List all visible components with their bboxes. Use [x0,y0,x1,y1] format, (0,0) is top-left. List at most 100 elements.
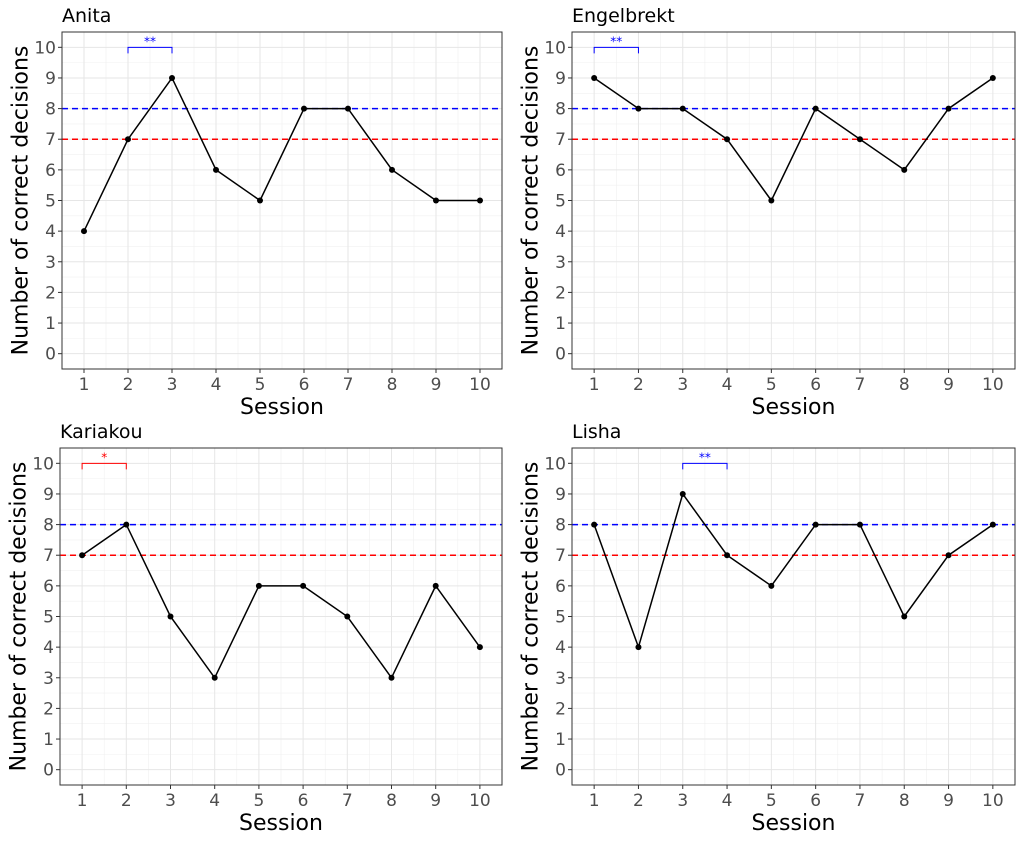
x-tick-label: 2 [121,791,132,811]
significance-bracket [127,46,173,54]
x-axis-title: Session [752,395,836,420]
y-tick-label: 8 [43,516,54,536]
x-tick-label: 2 [633,791,644,811]
x-tick-label: 10 [982,791,1004,811]
x-tick-label: 2 [633,375,644,395]
x-tick-label: 8 [386,791,397,811]
x-tick-label: 7 [343,375,354,395]
y-tick-label: 10 [544,38,566,58]
data-point [167,613,174,620]
data-point [635,644,642,651]
y-tick-label: 5 [555,192,566,212]
x-tick-label: 9 [943,375,954,395]
x-tick-label: 8 [899,791,910,811]
x-tick-label: 5 [766,375,777,395]
panel-3: * 0 1 2 3 4 5 6 7 8 9 10 1 2 3 4 5 6 7 8 9 10 Session Number of… [7,421,503,836]
data-point [79,552,86,559]
series-line [83,76,480,232]
x-tick-label: 6 [299,375,310,395]
y-tick-label: 4 [45,222,56,242]
x-axis-title: Session [239,811,323,836]
y-tick-label: 0 [45,345,56,365]
x-tick-label: 3 [677,791,688,811]
y-tick-label: 3 [45,253,56,273]
x-tick-label: 1 [79,375,90,395]
panel-4: ** 0 1 2 3 4 5 6 7 8 9 10 1 2 3 4 5 6 7 8 9 10 Session Number o… [519,421,1016,836]
data-point [125,136,131,143]
y-tick-label: 2 [555,699,566,719]
y-tick-label: 3 [43,669,54,689]
x-tick-label: 6 [298,791,309,811]
significance-bracket [81,462,127,470]
panel-title: Anita [62,5,111,27]
data-point [989,521,996,528]
data-point [856,521,863,528]
data-point [123,521,130,528]
data-point [679,105,686,112]
y-tick-label: 7 [555,546,566,566]
x-tick-label: 1 [589,791,600,811]
y-tick-label: 9 [45,69,56,89]
x-tick-label: 7 [855,375,866,395]
x-tick-label: 9 [943,791,954,811]
data-point [591,74,598,81]
x-tick-label: 4 [722,375,733,395]
y-tick-label: 4 [43,638,54,658]
x-tick-label: 4 [722,791,733,811]
data-point [169,74,175,81]
significance-label: ** [144,34,156,48]
y-axis-title: Number of correct decisions [519,462,544,772]
y-tick-label: 1 [45,314,56,334]
data-point [812,105,819,112]
x-axis-title: Session [240,395,324,420]
x-tick-label: 10 [469,375,491,395]
x-tick-label: 5 [255,375,266,395]
y-tick-label: 10 [34,38,56,58]
panel-1: ** 0 1 2 3 4 5 6 7 8 9 10 1 2 3 4 5 6 7 8 9 10 Session Number o… [9,5,503,420]
x-tick-label: 1 [589,375,600,395]
panel-title: Lisha [572,421,621,443]
y-tick-label: 5 [555,608,566,628]
significance-bracket [593,46,639,54]
y-tick-label: 1 [555,730,566,750]
panel-2: ** 0 1 2 3 4 5 6 7 8 9 10 1 2 3 4 5 6 7 8 9 10 Session Number o… [519,5,1016,420]
y-tick-label: 8 [45,100,56,120]
data-point [856,136,863,143]
x-tick-label: 7 [342,791,353,811]
y-tick-label: 7 [43,546,54,566]
y-tick-label: 3 [555,669,566,689]
x-tick-label: 7 [855,791,866,811]
x-tick-label: 10 [469,791,491,811]
data-point [211,674,218,681]
y-tick-label: 6 [43,577,54,597]
y-tick-label: 6 [45,161,56,181]
data-point [768,197,775,204]
x-tick-label: 1 [77,791,88,811]
x-tick-label: 9 [431,375,442,395]
y-tick-label: 10 [32,454,54,474]
x-tick-label: 8 [899,375,910,395]
significance-label: ** [699,450,711,464]
x-tick-label: 8 [387,375,398,395]
panel-title: Kariakou [60,421,143,443]
x-tick-label: 4 [209,791,220,811]
data-point [344,613,351,620]
y-axis-title: Number of correct decisions [519,46,544,356]
x-tick-label: 9 [430,791,441,811]
data-point [989,74,996,81]
data-point [388,674,395,681]
data-point [433,197,439,204]
data-point [901,166,908,173]
data-point [345,105,351,112]
y-tick-label: 2 [43,699,54,719]
x-tick-label: 10 [982,375,1004,395]
data-point [81,228,87,235]
data-point [213,166,219,173]
data-point [476,644,483,651]
y-tick-label: 9 [555,69,566,89]
x-tick-label: 6 [810,791,821,811]
data-point [945,105,952,112]
x-tick-label: 2 [123,375,134,395]
y-tick-label: 2 [555,283,566,303]
